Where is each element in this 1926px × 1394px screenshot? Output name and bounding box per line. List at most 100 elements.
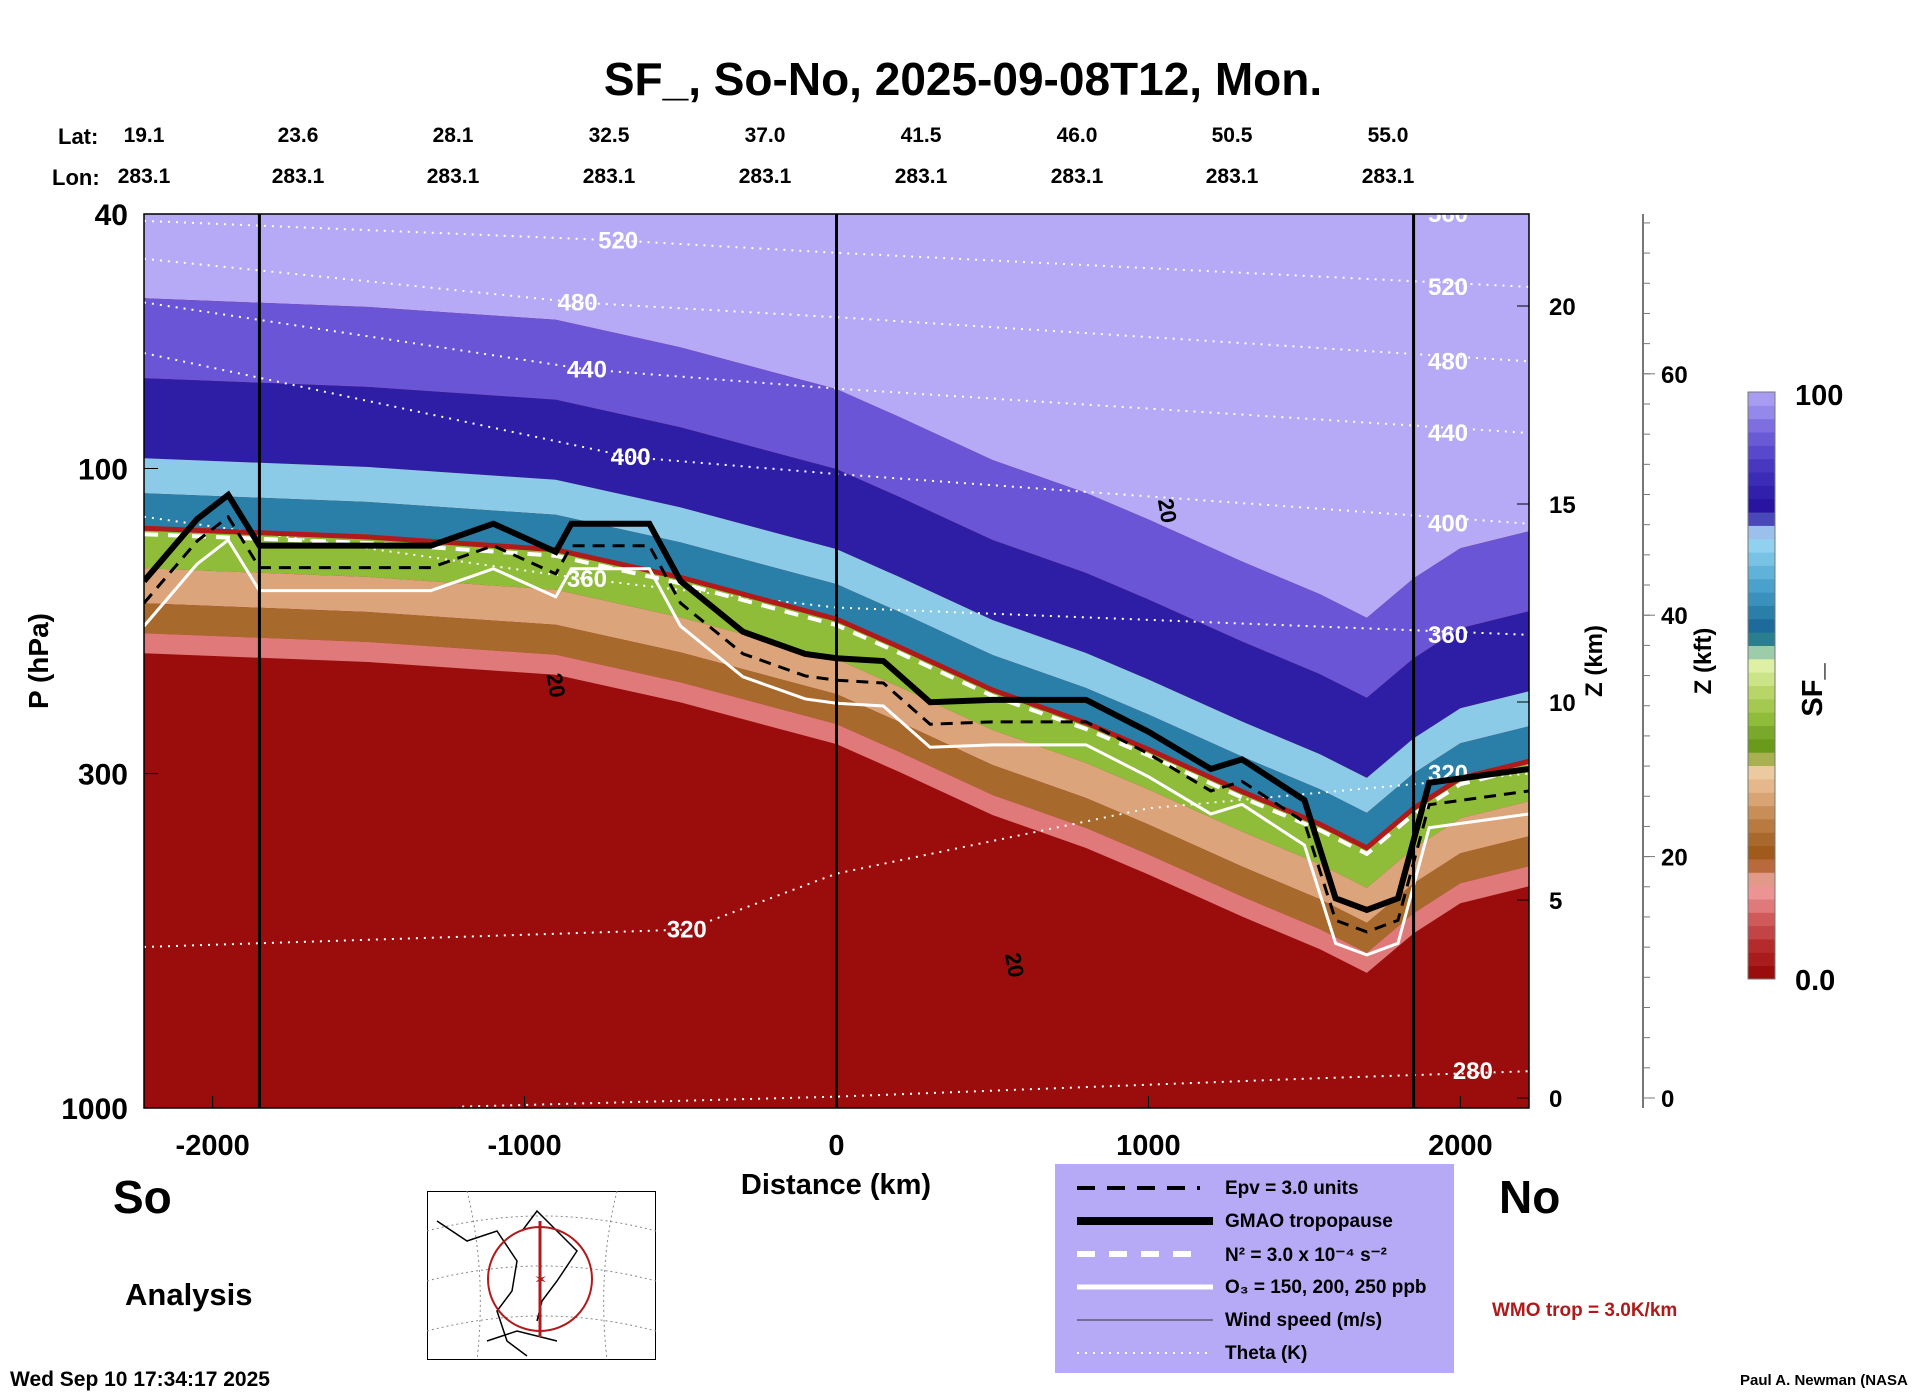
z-km-tick-label: 20 — [1549, 294, 1576, 321]
lat-value: 46.0 — [1056, 124, 1098, 147]
band-tan — [144, 568, 1529, 923]
colorbar-segment — [1748, 538, 1775, 553]
lat-value: 41.5 — [900, 124, 942, 147]
colorbar-segment — [1748, 445, 1775, 460]
theta-label-right: 400 — [1428, 511, 1468, 538]
gmao-tropopause-line — [144, 490, 1529, 914]
colorbar-segment — [1748, 725, 1775, 740]
colorbar-segment — [1748, 392, 1775, 406]
colorbar-segment — [1748, 938, 1775, 953]
theta-label: 480 — [558, 289, 598, 316]
colorbar-segment — [1748, 658, 1775, 673]
lat-label: Lat: — [58, 124, 99, 149]
theta-label-right: 360 — [1428, 622, 1468, 649]
colorbar-min-label: 0.0 — [1795, 965, 1835, 997]
lat-value: 37.0 — [744, 124, 786, 147]
lat-value: 28.1 — [432, 124, 474, 147]
lon-value: 283.1 — [1050, 165, 1104, 188]
dashed-black-line-icon — [1077, 1186, 1200, 1190]
lon-value: 283.1 — [1205, 165, 1259, 188]
lat-value: 50.5 — [1211, 124, 1253, 147]
chart-title: SF_, So-No, 2025-09-08T12, Mon. — [603, 53, 1323, 105]
timestamp: Wed Sep 10 17:34:17 2025 — [10, 1368, 270, 1391]
band-teal — [144, 493, 1529, 848]
colorbar-segment — [1748, 485, 1775, 500]
lon-value: 283.1 — [271, 165, 325, 188]
lon-value: 283.1 — [117, 165, 171, 188]
colorbar-segment — [1748, 738, 1775, 753]
colorbar-segment — [1748, 552, 1775, 566]
theta-label-right: 440 — [1428, 420, 1468, 447]
theta-line — [144, 257, 1529, 363]
location-map: ✶ — [427, 1191, 656, 1360]
y-tick-label: 300 — [78, 759, 128, 792]
theta-label-right: 560 — [1428, 201, 1468, 228]
colorbar-segment — [1748, 818, 1775, 833]
colorbar-segment — [1748, 432, 1775, 446]
z-kft-tick-label: 0 — [1661, 1086, 1674, 1113]
colorbar-segment — [1748, 685, 1775, 700]
lat-value: 23.6 — [277, 124, 319, 147]
band-purple — [144, 298, 1529, 698]
theta-line — [462, 1070, 1529, 1108]
theta-line — [144, 352, 1529, 525]
thick-black-line-icon — [1077, 1217, 1213, 1225]
band-lavender — [144, 214, 1529, 618]
colorbar-segment — [1748, 898, 1775, 913]
colorbar-segment — [1748, 578, 1775, 593]
theta-label: 360 — [567, 566, 607, 593]
colorbar-segment — [1748, 405, 1775, 420]
z-km-tick-label: 15 — [1549, 492, 1576, 519]
y-axis-label: P (hPa) — [23, 613, 54, 709]
colorbar-segment — [1748, 925, 1775, 940]
band-pink — [144, 633, 1529, 973]
south-label: So — [113, 1171, 172, 1223]
colorbar-segment — [1748, 858, 1775, 873]
north-label: No — [1499, 1171, 1561, 1223]
band-light-blue — [144, 458, 1529, 813]
colorbar-segment — [1748, 498, 1775, 513]
x-tick-label: 0 — [828, 1130, 844, 1162]
colorbar-segment — [1748, 418, 1775, 433]
colorbar-segment — [1748, 912, 1775, 927]
z-km-tick-label: 5 — [1549, 888, 1562, 915]
colorbar-segment — [1748, 632, 1775, 646]
lon-label: Lon: — [52, 165, 100, 190]
lon-value: 283.1 — [894, 165, 948, 188]
colorbar-segment — [1748, 965, 1775, 980]
colorbar-segment — [1748, 592, 1775, 606]
lat-value: 55.0 — [1367, 124, 1409, 147]
theta-label: 280 — [1453, 1058, 1493, 1085]
wind-speed-label: 20 — [1153, 496, 1182, 524]
colorbar-segment — [1748, 792, 1775, 807]
theta-label: 440 — [567, 356, 607, 383]
lat-value: 32.5 — [588, 124, 630, 147]
colorbar-max-label: 100 — [1795, 380, 1843, 412]
colorbar-segment — [1748, 765, 1775, 780]
thin-line-icon — [1077, 1319, 1213, 1321]
lon-value: 283.1 — [582, 165, 636, 188]
x-axis-label: Distance (km) — [741, 1169, 931, 1201]
colorbar-segment — [1748, 778, 1775, 793]
colorbar-segment — [1748, 885, 1775, 900]
colorbar-segment — [1748, 712, 1775, 727]
wmo-trop-label: WMO trop = 3.0K/km — [1492, 1300, 1678, 1321]
colorbar-segment — [1748, 952, 1775, 967]
colorbar-segment — [1748, 672, 1775, 686]
dashed-white-line-icon — [1077, 1251, 1200, 1257]
x-tick-label: 1000 — [1116, 1130, 1181, 1162]
legend: Epv = 3.0 units GMAO tropopause N² = 3.0… — [1055, 1164, 1454, 1373]
colorbar-segment — [1748, 618, 1775, 633]
colorbar-segment — [1748, 525, 1775, 540]
colorbar-segment — [1748, 605, 1775, 620]
dotted-white-line-icon — [1077, 1352, 1213, 1354]
z-km-tick-label: 0 — [1549, 1086, 1562, 1113]
wind-speed-label: 20 — [1000, 951, 1029, 979]
y-tick-label: 1000 — [61, 1093, 128, 1126]
legend-item-o3: O₃ = 150, 200, 250 ppb — [1055, 1273, 1454, 1306]
theta-label: 320 — [667, 917, 707, 944]
legend-item-epv: Epv = 3.0 units — [1055, 1174, 1454, 1207]
z-kft-tick-label: 40 — [1661, 603, 1688, 630]
